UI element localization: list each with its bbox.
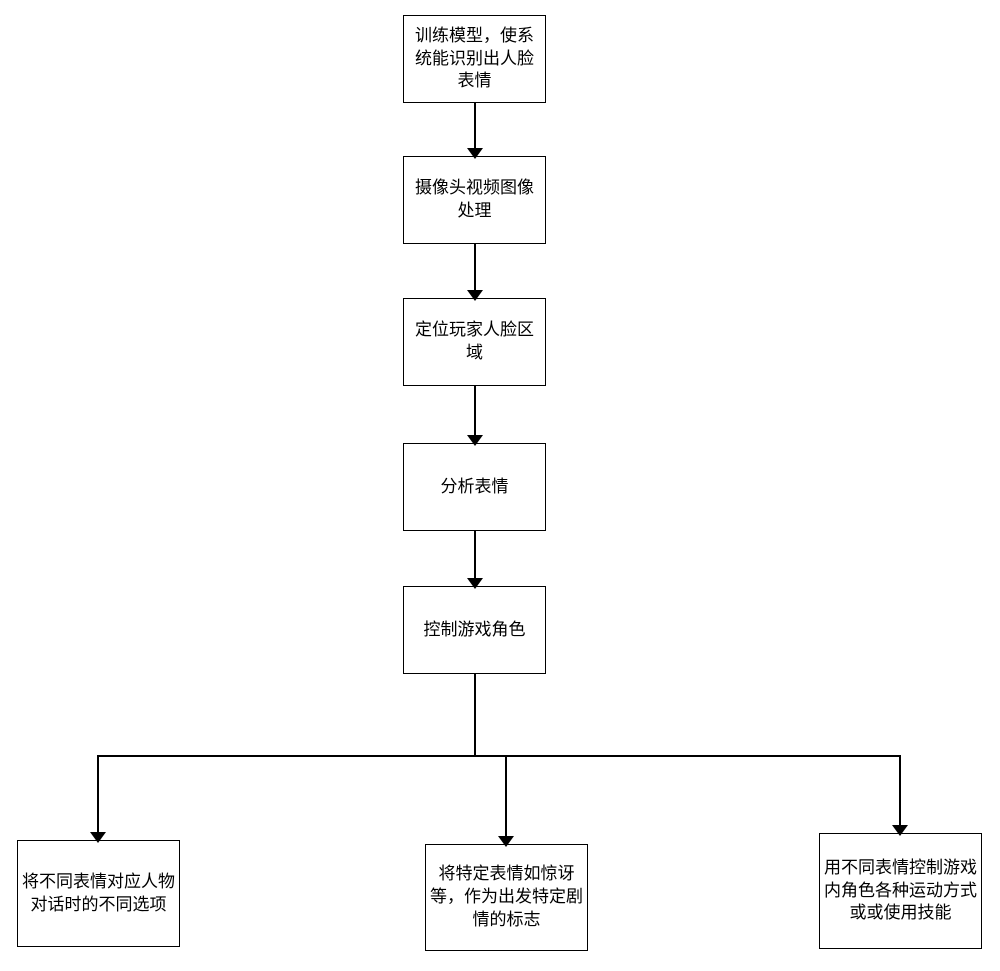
- flow-node-n8: 用不同表情控制游戏内角色各种运动方式或或使用技能: [819, 833, 982, 949]
- arrowhead-icon: [467, 435, 483, 446]
- arrowhead-icon: [467, 148, 483, 159]
- arrowhead-icon: [90, 832, 106, 843]
- flow-node-label: 定位玩家人脸区域: [408, 319, 541, 365]
- flow-node-label: 将不同表情对应人物对话时的不同选项: [22, 871, 175, 917]
- flow-edge: [474, 386, 476, 441]
- arrowhead-icon: [467, 578, 483, 589]
- flow-node-n6: 将不同表情对应人物对话时的不同选项: [17, 840, 180, 947]
- arrowhead-icon: [467, 290, 483, 301]
- flow-node-label: 摄像头视频图像处理: [408, 177, 541, 223]
- flow-edge: [97, 756, 99, 838]
- flow-node-n4: 分析表情: [403, 443, 546, 531]
- flow-edge: [474, 531, 476, 584]
- arrowhead-icon: [498, 836, 514, 847]
- flow-edge: [97, 755, 901, 757]
- flow-edge: [474, 103, 476, 154]
- flow-node-label: 将特定表情如惊讶等，作为出发特定剧情的标志: [430, 863, 583, 932]
- flow-node-n5: 控制游戏角色: [403, 586, 546, 674]
- flow-node-n3: 定位玩家人脸区域: [403, 298, 546, 386]
- flow-node-n1: 训练模型，使系统能识别出人脸表情: [403, 15, 546, 103]
- flow-node-n7: 将特定表情如惊讶等，作为出发特定剧情的标志: [425, 844, 588, 951]
- arrowhead-icon: [892, 825, 908, 836]
- flow-edge: [474, 674, 476, 756]
- flow-edge: [505, 756, 507, 842]
- flow-node-label: 控制游戏角色: [424, 619, 526, 642]
- flow-node-n2: 摄像头视频图像处理: [403, 156, 546, 244]
- flow-node-label: 训练模型，使系统能识别出人脸表情: [408, 25, 541, 94]
- flow-node-label: 用不同表情控制游戏内角色各种运动方式或或使用技能: [824, 857, 977, 926]
- flow-edge: [474, 244, 476, 296]
- flow-edge: [899, 756, 901, 831]
- flowchart-canvas: 训练模型，使系统能识别出人脸表情摄像头视频图像处理定位玩家人脸区域分析表情控制游…: [0, 0, 1000, 971]
- flow-node-label: 分析表情: [441, 476, 509, 499]
